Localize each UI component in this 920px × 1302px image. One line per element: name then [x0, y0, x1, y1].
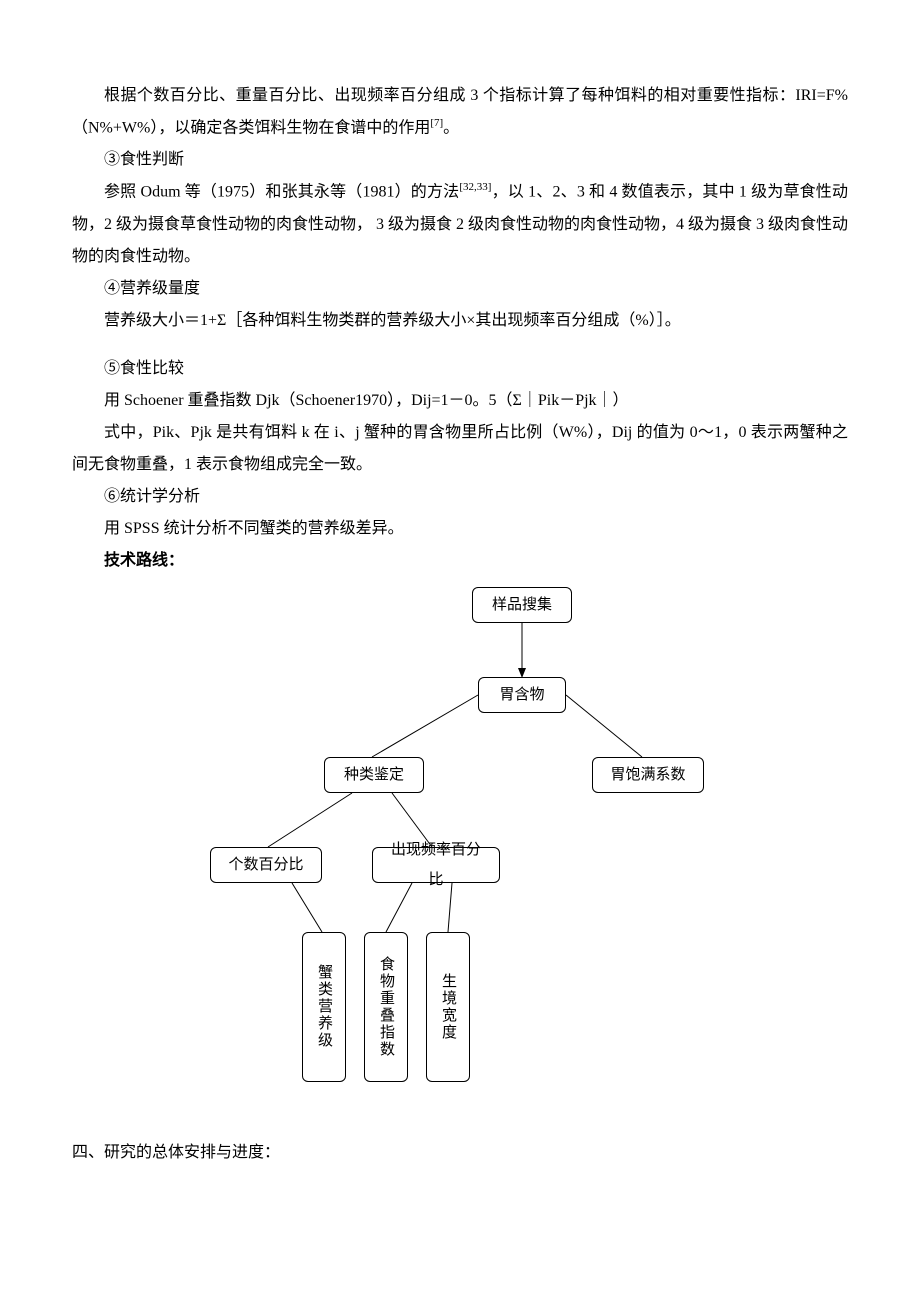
- paragraph-9: ⑥统计学分析: [72, 481, 848, 513]
- flowchart-node-n1: 样品搜集: [472, 587, 572, 623]
- paragraph-1: 根据个数百分比、重量百分比、出现频率百分组成 3 个指标计算了每种饵料的相对重要…: [72, 80, 848, 144]
- paragraph-8: 式中，Pik、Pjk 是共有饵料 k 在 i、j 蟹种的胃含物里所占比例（W%）…: [72, 417, 848, 481]
- paragraph-2: ③食性判断: [72, 144, 848, 176]
- flowchart-node-n2: 胃含物: [478, 677, 566, 713]
- flowchart-edge: [268, 793, 352, 847]
- section-4-heading: 四、研究的总体安排与进度：: [72, 1137, 848, 1169]
- flowchart-node-n4: 胃饱满系数: [592, 757, 704, 793]
- p3-text-a: 参照 Odum 等（1975）和张其永等（1981）的方法: [104, 184, 459, 201]
- p1-text-a: 根据个数百分比、重量百分比、出现频率百分组成 3 个指标计算了每种饵料的相对重要…: [72, 87, 848, 136]
- flowchart-node-n7: 蟹类营养级: [302, 932, 346, 1082]
- spacer: [72, 337, 848, 353]
- flowchart: 样品搜集胃含物种类鉴定 胃饱满系数个数百分比 出现频率百分比蟹类营养级食物重叠指数生…: [172, 587, 732, 1127]
- flowchart-edge: [372, 695, 478, 757]
- paragraph-7: 用 Schoener 重叠指数 Djk（Schoener1970），Dij=1－…: [72, 385, 848, 417]
- flowchart-node-n5: 个数百分比: [210, 847, 322, 883]
- flowchart-node-n8: 食物重叠指数: [364, 932, 408, 1082]
- p1-ref: [7]: [430, 117, 443, 129]
- paragraph-6: ⑤食性比较: [72, 353, 848, 385]
- paragraph-4: ④营养级量度: [72, 273, 848, 305]
- flowchart-edge: [292, 883, 322, 932]
- paragraph-10: 用 SPSS 统计分析不同蟹类的营养级差异。: [72, 513, 848, 545]
- flowchart-edge: [566, 695, 642, 757]
- p1-text-b: 。: [443, 119, 459, 136]
- flowchart-node-n3: 种类鉴定: [324, 757, 424, 793]
- paragraph-3: 参照 Odum 等（1975）和张其永等（1981）的方法[32,33]，以 1…: [72, 176, 848, 272]
- p3-ref: [32,33]: [459, 181, 491, 193]
- tech-route-heading: 技术路线：: [72, 545, 848, 577]
- flowchart-node-n9: 生境宽度: [426, 932, 470, 1082]
- paragraph-5: 营养级大小＝1+Σ［各种饵料生物类群的营养级大小×其出现频率百分组成（%）］。: [72, 305, 848, 337]
- flowchart-node-n6: 出现频率百分比: [372, 847, 500, 883]
